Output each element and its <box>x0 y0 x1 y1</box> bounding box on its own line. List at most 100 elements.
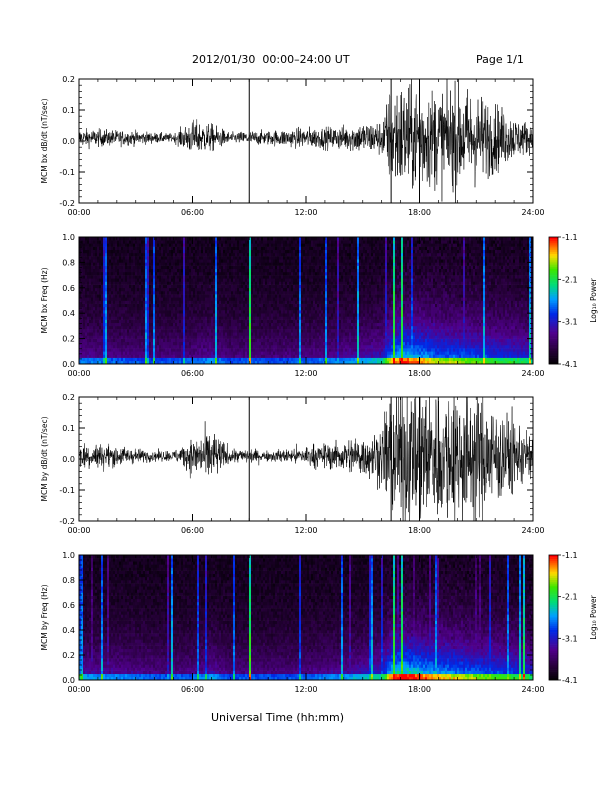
spectrogram-cell <box>81 313 84 317</box>
spectrogram-cell <box>219 348 222 352</box>
spectrogram-cell <box>185 360 188 365</box>
spectrogram-cell <box>291 348 294 352</box>
spectrogram-cell <box>317 325 320 330</box>
spectrogram-cell <box>173 300 176 304</box>
spectrogram-cell <box>193 294 196 298</box>
spectrogram-cell <box>233 281 236 285</box>
spectrogram-cell <box>121 335 124 339</box>
spectrogram-cell <box>261 290 264 295</box>
spectrogram-cell <box>221 335 224 339</box>
spectrogram-cell <box>291 357 294 362</box>
spectrogram-cell <box>203 265 206 270</box>
spectrogram-cell <box>321 310 324 314</box>
spectrogram-cell <box>109 281 112 285</box>
spectrogram-cell <box>251 335 254 339</box>
spectrogram-cell <box>127 281 130 285</box>
spectrogram-cell <box>263 294 266 298</box>
spectrogram-cell <box>199 300 202 304</box>
spectrogram-cell <box>211 322 214 327</box>
spectrogram-cell <box>215 338 218 343</box>
spectrogram-cell <box>83 351 86 355</box>
spectrogram-cell <box>295 246 298 250</box>
spectrogram-cell <box>173 252 176 257</box>
spectrogram-cell <box>261 281 264 285</box>
spectrogram-cell <box>265 303 268 308</box>
spectrogram-cell <box>245 303 248 308</box>
spectrogram-cell <box>161 243 164 247</box>
spectrogram-cell <box>85 278 88 282</box>
spectrogram-cell <box>261 287 264 292</box>
spectrogram-cell <box>237 265 240 270</box>
spectrogram-cell <box>233 268 236 273</box>
spectrogram-cell <box>229 268 232 273</box>
spectrogram-cell <box>161 322 164 327</box>
spectrogram-cell <box>97 278 100 282</box>
spectrogram-cell <box>255 237 258 241</box>
spectrogram-cell <box>223 322 226 327</box>
spectrogram-cell <box>235 344 238 349</box>
spectrogram-cell <box>227 300 230 304</box>
spectrogram-cell <box>283 329 286 333</box>
spectrogram-cell <box>79 360 82 365</box>
spectrogram-cell <box>143 243 146 247</box>
spectrogram-cell <box>127 322 130 327</box>
spectrogram-cell <box>303 335 306 339</box>
spectrogram-cell <box>187 249 190 254</box>
spectrogram-cell <box>109 341 112 346</box>
spectrogram-cell <box>295 278 298 282</box>
spectrogram-cell <box>149 360 152 365</box>
spectrogram-cell <box>263 275 266 279</box>
spectrogram-cell <box>183 341 186 346</box>
spectrogram-cell <box>211 281 214 285</box>
spectrogram-cell <box>313 348 316 352</box>
spectrogram-cell <box>123 310 126 314</box>
spectrogram-cell <box>177 256 180 260</box>
spectrogram-cell <box>243 329 246 333</box>
spectrogram-cell <box>93 240 96 244</box>
spectrogram-cell <box>307 351 310 355</box>
spectrogram-cell <box>279 252 282 257</box>
spectrogram-cell <box>133 297 136 301</box>
spectrogram-cell <box>175 265 178 270</box>
spectrogram-cell <box>175 357 178 362</box>
spectrogram-cell <box>253 319 256 324</box>
spectrogram-cell <box>217 332 220 336</box>
spectrogram-cell <box>277 348 280 352</box>
spectrogram-cell <box>249 271 252 276</box>
spectrogram-cell <box>321 297 324 301</box>
spectrogram-cell <box>141 360 144 365</box>
spectrogram-cell <box>263 252 266 257</box>
spectrogram-cell <box>227 338 230 343</box>
spectrogram-cell <box>281 278 284 282</box>
spectrogram-cell <box>109 265 112 270</box>
spectrogram-cell <box>203 360 206 365</box>
spectrogram-cell <box>227 351 230 355</box>
spectrogram-cell <box>285 271 288 276</box>
spectrogram-cell <box>79 300 82 304</box>
spectrogram-cell <box>209 281 212 285</box>
spectrogram-cell <box>231 313 234 317</box>
spectrogram-cell <box>249 252 252 257</box>
spectrogram-cell <box>111 316 114 320</box>
spectrogram-cell <box>89 354 92 358</box>
spectrogram-cell <box>319 344 322 349</box>
spectrogram-cell <box>311 246 314 250</box>
spectrogram-cell <box>185 357 188 362</box>
spectrogram-cell <box>235 332 238 336</box>
spectrogram-cell <box>179 338 182 343</box>
spectrogram-cell <box>151 246 154 250</box>
spectrogram-cell <box>193 341 196 346</box>
spectrogram-cell <box>209 354 212 358</box>
spectrogram-cell <box>83 252 86 257</box>
spectrogram-cell <box>163 281 166 285</box>
spectrogram-cell <box>105 344 108 349</box>
spectrogram-cell <box>297 306 300 311</box>
spectrogram-cell <box>113 316 116 320</box>
spectrogram-cell <box>185 300 188 304</box>
spectrogram-cell <box>199 265 202 270</box>
spectrogram-cell <box>161 338 164 343</box>
spectrogram-cell <box>283 271 286 276</box>
spectrogram-cell <box>93 281 96 285</box>
spectrogram-cell <box>163 303 166 308</box>
spectrogram-cell <box>215 332 218 336</box>
